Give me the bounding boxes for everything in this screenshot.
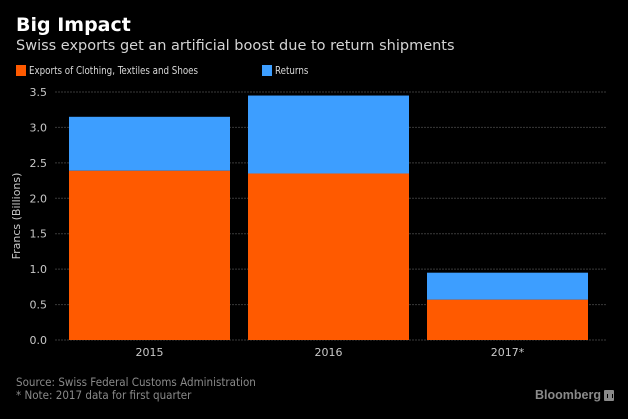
bar-exports-2016	[248, 173, 409, 340]
y-tick-label: 1.5	[30, 228, 48, 241]
bar-exports-2015	[69, 170, 230, 340]
bars	[69, 95, 588, 340]
y-tick-label: 3.5	[30, 86, 48, 99]
x-tick-labels: 2015 2016 2017*	[136, 346, 525, 359]
source-note: Source: Swiss Federal Customs Administra…	[16, 375, 256, 389]
legend-item-returns: Returns	[262, 64, 313, 77]
y-tick-label: 0.5	[30, 299, 48, 312]
brand-logo: Bloomberg	[535, 388, 614, 402]
x-tick-label: 2017*	[491, 346, 525, 359]
y-axis-label: Francs (Billions)	[10, 173, 23, 260]
y-tick-label: 2.0	[30, 192, 48, 205]
y-tick-label: 3.0	[30, 121, 48, 134]
legend-item-exports: Exports of Clothing, Textiles and Shoes	[16, 64, 221, 77]
legend-swatch-returns	[262, 65, 273, 76]
chart-title: Big Impact	[16, 14, 131, 36]
legend-swatch-exports	[16, 65, 26, 76]
y-tick-label: 1.0	[30, 263, 48, 276]
footer: Source: Swiss Federal Customs Administra…	[16, 376, 282, 402]
legend-label-returns: Returns	[275, 64, 309, 77]
footnote: * Note: 2017 data for first quarter	[16, 388, 192, 402]
x-tick-label: 2016	[315, 346, 343, 359]
bar-returns-2015	[69, 116, 230, 171]
legend: Exports of Clothing, Textiles and Shoes …	[16, 64, 332, 77]
brand-name: Bloomberg	[535, 388, 601, 402]
bar-exports-2017	[427, 299, 588, 340]
chart-subtitle: Swiss exports get an artificial boost du…	[16, 38, 455, 54]
bar-returns-2016	[248, 95, 409, 174]
bar-returns-2017	[427, 272, 588, 300]
x-tick-label: 2015	[136, 346, 164, 359]
y-tick-label: 2.5	[30, 157, 48, 170]
y-tick-label: 0.0	[30, 334, 48, 347]
bloomberg-terminal-icon	[604, 389, 614, 401]
legend-label-exports: Exports of Clothing, Textiles and Shoes	[29, 64, 199, 77]
y-tick-labels: 0.0 0.5 1.0 1.5 2.0 2.5 3.0 3.5	[30, 86, 48, 347]
